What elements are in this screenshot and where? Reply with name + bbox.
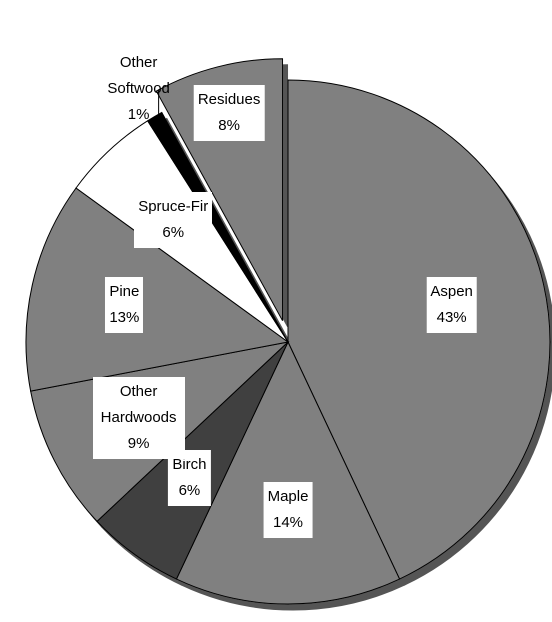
slice-name: Spruce-Fir [138,197,209,215]
slice-label: Spruce-Fir 6% [134,191,213,248]
slice-name: Maple [267,487,309,505]
slices [25,58,551,605]
slice-value: 13% [109,309,140,327]
slice-label: Residues 8% [193,84,265,141]
slice-value: 6% [162,223,185,241]
slice-label: Other Softwood 1% [93,48,185,130]
pie-slice [146,111,289,343]
slice-value: 1% [127,106,150,124]
slice-value: 9% [127,435,150,453]
slice-value: 43% [436,309,467,327]
slice-value: 14% [272,513,304,531]
slice-name: Aspen [430,283,473,301]
slice-value: 8% [218,116,240,134]
slice-label: Maple 14% [263,481,313,538]
slice-label: Pine 13% [105,277,144,334]
pie-slice [25,187,290,392]
slice-name: Residues [197,90,261,108]
slice-name: Pine [109,283,140,301]
slice-name: Other Hardwoods [100,383,177,427]
slice-value: 6% [178,481,201,499]
pie-slice [175,340,401,605]
slice-name: Other Softwood [107,54,170,98]
pie-slice [287,79,551,580]
slice-label: Other Hardwoods 9% [92,377,185,460]
slice-name: Birch [172,455,207,473]
slice-label: Aspen 43% [426,277,477,334]
